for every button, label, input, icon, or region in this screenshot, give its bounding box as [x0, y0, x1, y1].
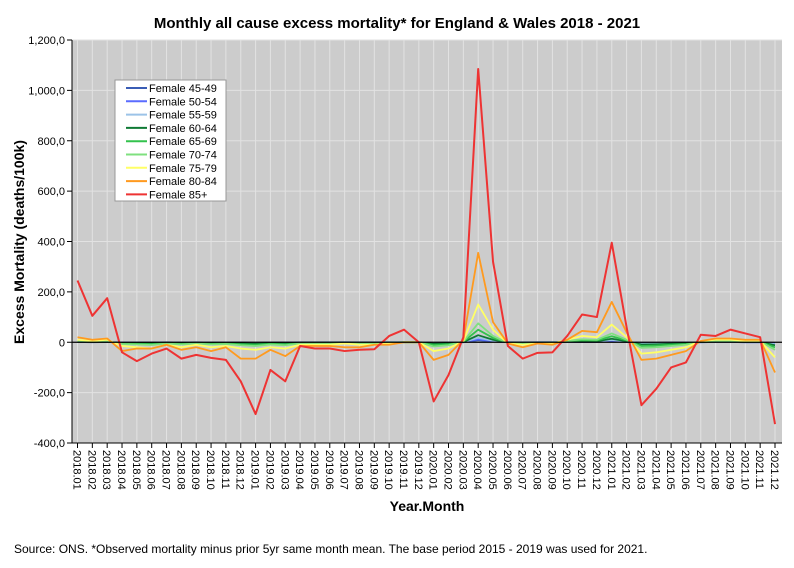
legend-label: Female 75-79 [149, 163, 217, 175]
x-tick-label: 2019.12 [412, 450, 424, 490]
x-tick-label: 2018.08 [174, 450, 186, 490]
x-tick-label: 2021.06 [679, 450, 691, 490]
x-tick-label: 2018.05 [130, 450, 142, 490]
x-tick-label: 2018.06 [145, 450, 157, 490]
x-tick-label: 2021.05 [664, 450, 676, 490]
x-tick-label: 2018.10 [204, 450, 216, 490]
x-tick-label: 2019.10 [382, 450, 394, 490]
x-tick-label: 2020.05 [486, 450, 498, 490]
y-tick-label: -400,0 [34, 438, 65, 450]
x-tick-label: 2020.02 [442, 450, 454, 490]
x-tick-label: 2019.08 [352, 450, 364, 490]
x-tick-label: 2021.12 [768, 450, 780, 490]
x-tick-label: 2019.07 [338, 450, 350, 490]
x-tick-label: 2020.10 [560, 450, 572, 490]
y-tick-label: 200,0 [37, 287, 65, 299]
x-tick-label: 2021.11 [753, 450, 765, 489]
x-tick-label: 2021.10 [738, 450, 750, 490]
x-tick-label: 2018.11 [219, 450, 231, 489]
x-tick-label: 2019.06 [323, 450, 335, 490]
y-tick-label: 1,000,0 [28, 85, 65, 97]
x-axis-label: Year.Month [390, 498, 465, 514]
legend-label: Female 60-64 [149, 123, 217, 135]
x-tick-label: 2020.09 [545, 450, 557, 490]
legend-label: Female 85+ [149, 189, 207, 201]
x-tick-label: 2018.04 [115, 450, 127, 490]
x-tick-label: 2019.01 [249, 450, 261, 490]
x-tick-label: 2020.08 [531, 450, 543, 490]
y-tick-label: 800,0 [37, 136, 65, 148]
x-tick-label: 2019.03 [278, 450, 290, 490]
x-tick-label: 2018.02 [85, 450, 97, 490]
x-tick-label: 2020.07 [516, 450, 528, 490]
x-tick-label: 2020.04 [471, 450, 483, 490]
x-tick-label: 2021.08 [709, 450, 721, 490]
legend-label: Female 45-49 [149, 83, 217, 95]
y-axis-label: Excess Mortality (deaths/100k) [11, 140, 27, 344]
y-tick-label: -200,0 [34, 388, 65, 400]
legend-label: Female 65-69 [149, 136, 217, 148]
x-tick-label: 2020.01 [427, 450, 439, 490]
x-tick-label: 2020.11 [575, 450, 587, 489]
series-line-female-85- [76, 67, 776, 425]
x-tick-label: 2021.01 [605, 450, 617, 490]
y-tick-label: 600,0 [37, 186, 65, 198]
x-tick-label: 2021.09 [723, 450, 735, 490]
x-tick-label: 2019.11 [397, 450, 409, 489]
x-tick-label: 2021.04 [649, 450, 661, 490]
x-tick-label: 2021.07 [694, 450, 706, 490]
x-tick-label: 2018.07 [160, 450, 172, 490]
series-line-female-75-79 [77, 303, 776, 358]
legend-label: Female 50-54 [149, 96, 217, 108]
x-tick-label: 2019.05 [308, 450, 320, 490]
chart-title: Monthly all cause excess mortality* for … [154, 15, 640, 32]
y-tick-label: 0 [59, 337, 65, 349]
y-tick-label: 400,0 [37, 237, 65, 249]
legend-label: Female 55-59 [149, 110, 217, 122]
x-tick-label: 2019.09 [367, 450, 379, 490]
x-tick-label: 2018.12 [234, 450, 246, 490]
legend-label: Female 70-74 [149, 150, 217, 162]
x-tick-label: 2018.09 [189, 450, 201, 490]
x-tick-label: 2019.02 [263, 450, 275, 490]
x-tick-label: 2019.04 [293, 450, 305, 490]
y-tick-label: 1,200,0 [28, 35, 65, 47]
x-tick-label: 2018.03 [100, 450, 112, 490]
x-tick-label: 2020.03 [456, 450, 468, 490]
x-tick-label: 2020.12 [590, 450, 602, 490]
series-line-female-70-74 [77, 322, 776, 351]
x-tick-label: 2021.03 [634, 450, 646, 490]
x-tick-label: 2021.02 [620, 450, 632, 490]
x-tick-label: 2018.01 [71, 450, 83, 490]
series-line-female-80-84 [77, 251, 776, 373]
x-tick-label: 2020.06 [501, 450, 513, 490]
legend-label: Female 80-84 [149, 176, 217, 188]
source-footnote: Source: ONS. *Observed mortality minus p… [14, 542, 647, 556]
